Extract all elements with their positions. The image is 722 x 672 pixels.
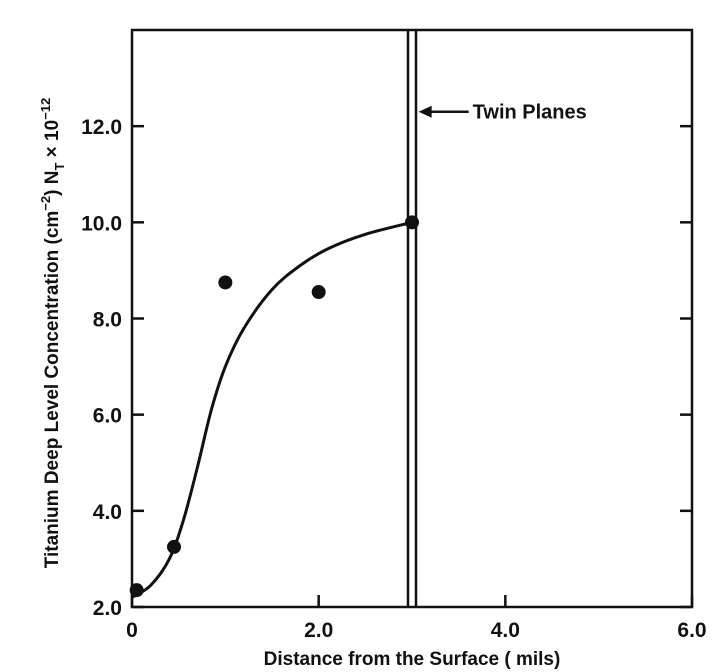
annotations: Twin Planes: [418, 102, 587, 124]
data-points: [129, 215, 419, 598]
data-point: [311, 285, 326, 300]
y-tick-label: 10.0: [81, 212, 122, 235]
annotation-label: Twin Planes: [473, 102, 587, 124]
y-axis-label: Titanium Deep Level Concentration (cm−2)…: [38, 98, 67, 569]
annotation-arrow-head: [418, 105, 432, 118]
y-tick-label: 6.0: [93, 405, 122, 428]
x-tick-label: 0: [126, 619, 138, 642]
y-tick-label: 2.0: [93, 597, 122, 620]
x-axis-label: Distance from the Surface ( mils): [264, 649, 561, 670]
fit-curve-line: [131, 220, 413, 599]
plot-frame: [130, 28, 694, 609]
x-tick-label: 2.0: [304, 619, 333, 642]
y-tick-label: 8.0: [93, 309, 122, 332]
twin-plane-lines: [406, 30, 418, 607]
y-tick-label: 12.0: [81, 116, 122, 139]
axis-ticks: 0 2.0 4.0 6.02.04.06.08.010.012.0: [81, 116, 706, 642]
data-point: [167, 539, 181, 554]
fit-curve: [131, 220, 413, 599]
x-tick-label: 4.0: [491, 619, 520, 642]
data-point: [129, 583, 144, 598]
x-tick-label: 6.0: [677, 619, 706, 642]
data-point: [218, 275, 233, 290]
y-tick-label: 4.0: [93, 501, 122, 524]
plot-border: [130, 28, 694, 609]
